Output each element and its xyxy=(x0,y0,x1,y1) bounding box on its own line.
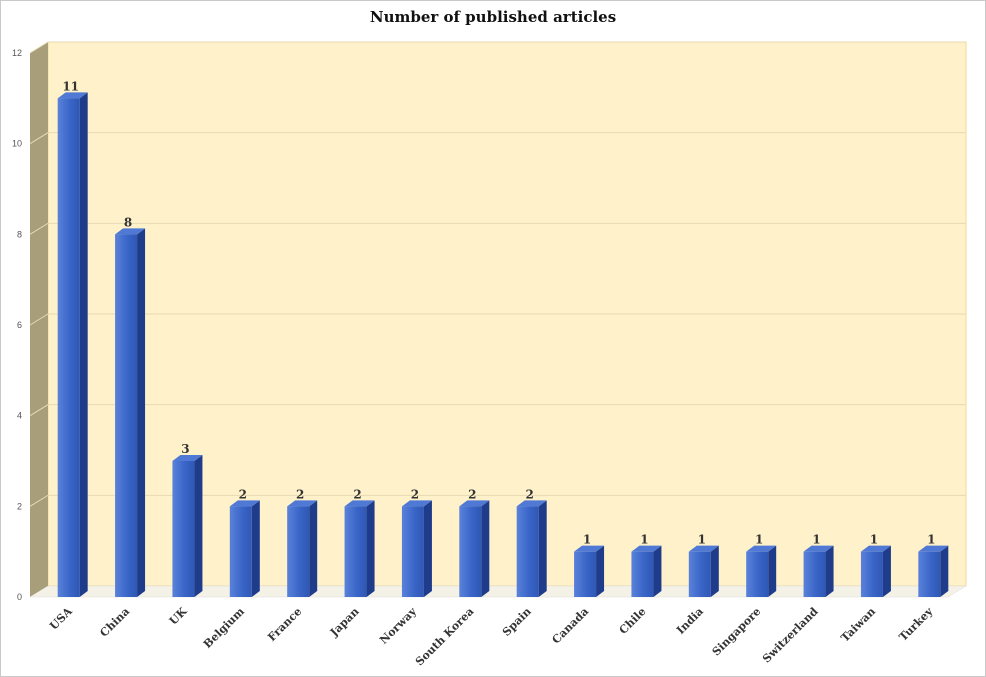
data-label: 2 xyxy=(526,487,534,501)
bar-top xyxy=(57,92,88,99)
x-tick-label: China xyxy=(97,605,132,640)
y-tick-label: 8 xyxy=(17,229,22,239)
bar-side xyxy=(366,500,375,597)
bar xyxy=(459,506,482,597)
bar-side xyxy=(710,545,719,597)
bar-side xyxy=(768,545,777,597)
bar-top xyxy=(115,228,146,235)
bar-side xyxy=(481,500,490,597)
x-tick-label: Taiwan xyxy=(838,605,878,645)
data-label: 1 xyxy=(640,533,648,547)
bar-side xyxy=(940,545,949,597)
data-label: 2 xyxy=(353,487,361,501)
y-tick-label: 12 xyxy=(12,48,22,58)
data-label: 1 xyxy=(583,533,591,547)
bar xyxy=(574,551,597,597)
x-tick-label: South Korea xyxy=(413,605,476,668)
data-label: 2 xyxy=(411,487,419,501)
bar-top xyxy=(172,455,203,461)
bar-top xyxy=(344,500,375,507)
x-tick-label: Japan xyxy=(327,605,362,640)
bar xyxy=(918,551,941,597)
bar-side xyxy=(309,500,318,597)
x-tick-label: Singapore xyxy=(710,605,764,659)
gridline xyxy=(29,494,966,507)
bar xyxy=(631,551,654,597)
bar-top xyxy=(229,500,260,507)
x-tick-label: Norway xyxy=(377,605,419,647)
data-label: 1 xyxy=(698,533,706,547)
bar-side xyxy=(79,92,88,597)
bar-top xyxy=(631,545,662,552)
bar-side xyxy=(596,545,605,597)
bar-top xyxy=(860,545,891,552)
bar xyxy=(401,506,424,597)
x-tick-label: France xyxy=(265,605,304,644)
data-label: 1 xyxy=(812,533,820,547)
bar-top xyxy=(803,545,834,552)
bar-side xyxy=(194,455,203,597)
data-label: 1 xyxy=(927,533,935,547)
bar xyxy=(172,461,195,597)
y-tick-label: 0 xyxy=(17,592,22,602)
bar xyxy=(803,551,826,597)
gridline xyxy=(29,41,966,54)
bar-top xyxy=(401,500,432,507)
gridline xyxy=(29,313,966,326)
data-label: 2 xyxy=(296,487,304,501)
bar-side xyxy=(653,545,662,597)
x-tick-label: USA xyxy=(47,605,75,633)
bar xyxy=(746,551,769,597)
bar xyxy=(115,234,138,598)
bar-top xyxy=(459,500,490,507)
bar-side xyxy=(423,500,432,597)
data-label: 1 xyxy=(870,533,878,547)
data-label: 2 xyxy=(239,487,247,501)
data-label: 8 xyxy=(124,215,132,229)
bar xyxy=(688,551,711,597)
bar-top xyxy=(516,500,547,507)
gridline xyxy=(29,222,966,235)
x-tick-label: Spain xyxy=(500,605,534,639)
x-tick-label: India xyxy=(674,605,706,637)
gridline xyxy=(29,132,966,145)
bar-side xyxy=(825,545,834,597)
y-tick-label: 10 xyxy=(12,139,22,149)
bar xyxy=(229,506,252,597)
bar xyxy=(287,506,310,597)
gridline xyxy=(29,404,966,417)
x-tick-label: Turkey xyxy=(897,605,936,644)
chart-title: Number of published articles xyxy=(369,8,617,26)
bar-top xyxy=(688,545,719,552)
bar-side xyxy=(137,228,146,598)
bar-top xyxy=(287,500,318,507)
bar-top xyxy=(574,545,605,552)
bar-top xyxy=(918,545,949,552)
bar-top xyxy=(746,545,777,552)
x-tick-label: Belgium xyxy=(201,605,247,651)
y-tick-label: 6 xyxy=(17,320,22,330)
x-tick-label: Chile xyxy=(617,605,649,637)
y-tick-label: 2 xyxy=(17,501,22,511)
y-tick-label: 4 xyxy=(17,411,22,421)
bar-side xyxy=(251,500,260,597)
x-tick-label: UK xyxy=(167,605,190,628)
bar xyxy=(516,506,539,597)
data-label: 1 xyxy=(755,533,763,547)
x-tick-label: Canada xyxy=(550,605,592,647)
data-label: 11 xyxy=(62,79,79,93)
bar xyxy=(860,551,883,597)
data-label: 3 xyxy=(181,442,189,456)
bar-side xyxy=(882,545,891,597)
bar xyxy=(344,506,367,597)
bar xyxy=(57,98,80,597)
x-tick-label: Switzerland xyxy=(760,605,821,666)
bar-side xyxy=(538,500,547,597)
data-label: 2 xyxy=(468,487,476,501)
